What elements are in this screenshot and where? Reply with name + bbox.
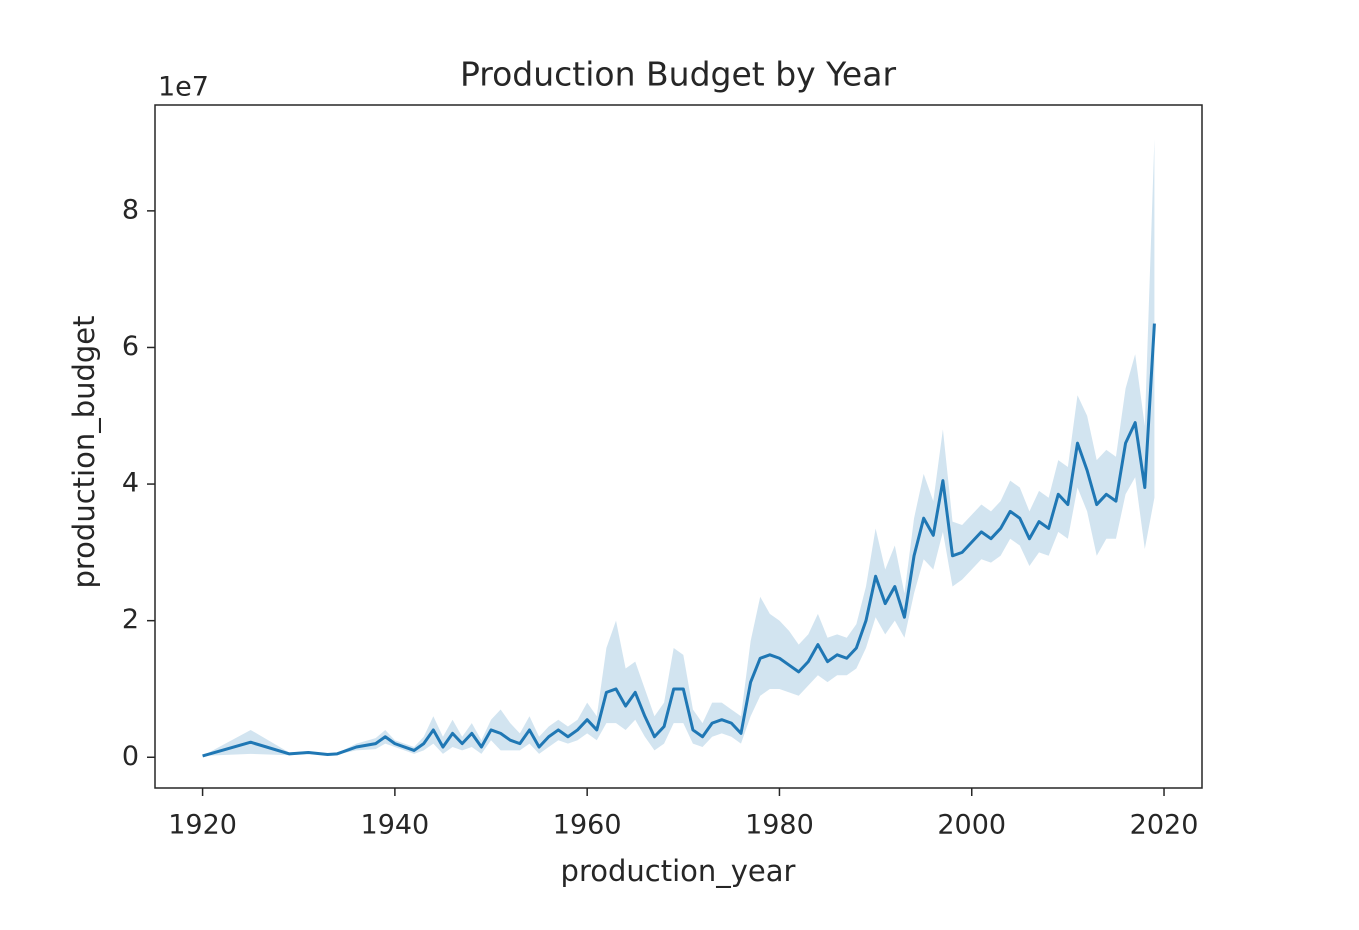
x-tick-label: 2000 bbox=[937, 810, 1006, 841]
y-tick-label: 4 bbox=[122, 468, 139, 499]
y-tick-label: 8 bbox=[122, 194, 139, 225]
x-axis-label: production_year bbox=[561, 854, 796, 888]
plot-frame bbox=[154, 104, 1203, 789]
y-tick-label: 2 bbox=[122, 604, 139, 635]
y-axis-label: production_budget bbox=[67, 315, 101, 588]
y-offset-label: 1e7 bbox=[158, 72, 209, 103]
x-tick-label: 1960 bbox=[553, 810, 622, 841]
chart-title: Production Budget by Year bbox=[460, 55, 897, 94]
y-tick-label: 0 bbox=[122, 741, 139, 772]
line bbox=[202, 323, 1156, 758]
x-tick-label: 1920 bbox=[168, 810, 237, 841]
x-tick-label: 1940 bbox=[361, 810, 430, 841]
x-tick-label: 1980 bbox=[745, 810, 814, 841]
x-tick-label: 2020 bbox=[1130, 810, 1199, 841]
y-tick-label: 6 bbox=[122, 331, 139, 362]
confidence-band bbox=[202, 139, 1155, 756]
